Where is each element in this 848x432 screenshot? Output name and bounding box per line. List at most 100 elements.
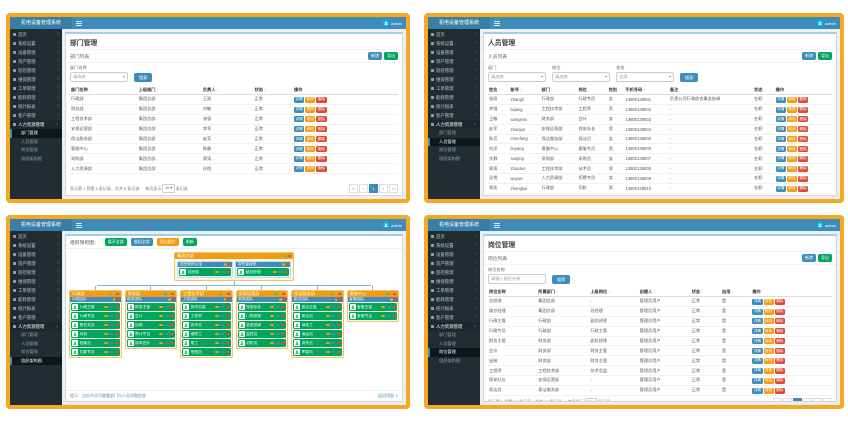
card-edit-button[interactable] <box>325 305 330 309</box>
node-delete-dot[interactable] <box>393 292 396 296</box>
delete-button[interactable]: 删除 <box>774 328 785 335</box>
sidebar-item[interactable]: 能耗管理 ‹ <box>10 93 62 102</box>
node-edit-dot[interactable] <box>279 298 282 301</box>
edit-button[interactable]: 修改 <box>786 96 798 103</box>
card-view-button[interactable] <box>220 305 224 309</box>
node-edit-dot[interactable] <box>334 298 338 301</box>
card-edit-button[interactable] <box>159 305 163 309</box>
sidebar-item[interactable]: 设备管理 ‹ <box>10 250 62 259</box>
column-header[interactable]: 上级岗位 ↕ <box>589 287 639 297</box>
last-page-button[interactable]: » <box>823 397 832 401</box>
column-header[interactable]: 状态 ↕ <box>690 287 722 297</box>
delete-button[interactable]: 删除 <box>798 146 809 153</box>
per-page-select[interactable]: 10 ▾ <box>584 398 598 401</box>
footer-tip-link[interactable]: 点击节点可查看部门与人员详细信息 <box>82 393 146 398</box>
add-button[interactable]: 新增 <box>802 254 816 262</box>
node-edit-dot[interactable] <box>224 263 227 266</box>
view-button[interactable]: 详情 <box>294 96 305 103</box>
sidebar-item[interactable]: 客户管理 ‹ <box>428 111 480 120</box>
card-delete-button[interactable] <box>336 305 341 309</box>
card-delete-button[interactable] <box>170 332 174 336</box>
card-view-button[interactable] <box>275 323 280 327</box>
card-edit-button[interactable] <box>103 323 108 327</box>
person-card[interactable]: 财务主管 <box>126 303 175 311</box>
delete-button[interactable]: 删除 <box>774 357 785 364</box>
person-card[interactable]: 副总经理 <box>237 268 289 276</box>
sidebar-item[interactable]: 客户管理 ‹ <box>10 313 62 322</box>
sidebar-item[interactable]: 首页 ‹ <box>10 232 62 241</box>
column-header[interactable]: 部门名称 ↕ <box>70 85 138 95</box>
username[interactable]: admin <box>825 20 836 26</box>
edit-button[interactable]: 修改 <box>786 136 798 143</box>
view-button[interactable]: 详情 <box>752 387 763 394</box>
sidebar-item[interactable]: 资产管理 ‹ <box>428 259 480 268</box>
card-delete-button[interactable] <box>336 314 341 318</box>
person-card[interactable]: 行政主管 <box>71 303 120 311</box>
node-delete-dot[interactable] <box>288 254 291 258</box>
card-delete-button[interactable] <box>170 323 174 327</box>
sidebar-item[interactable]: 巡检管理 ‹ <box>10 66 62 75</box>
node-info-dot[interactable] <box>275 292 278 296</box>
card-view-button[interactable] <box>109 341 113 345</box>
view-button[interactable]: 详情 <box>775 155 786 162</box>
last-page-button[interactable]: » <box>389 184 398 193</box>
delete-button[interactable]: 删除 <box>774 387 785 394</box>
card-delete-button[interactable] <box>114 305 119 309</box>
sidebar-item[interactable]: 资产管理 ‹ <box>10 57 62 66</box>
sidebar-item[interactable]: 统计报表 ‹ <box>10 304 62 313</box>
edit-button[interactable]: 修改 <box>763 328 774 335</box>
card-view-button[interactable] <box>275 341 280 345</box>
person-card[interactable]: 司机 <box>71 330 120 338</box>
view-button[interactable]: 详情 <box>752 348 763 355</box>
edit-button[interactable]: 修改 <box>786 175 798 182</box>
person-card[interactable]: 后勤专员 <box>71 348 120 356</box>
card-edit-button[interactable] <box>214 341 219 345</box>
sidebar-item[interactable]: 客户管理 ‹ <box>10 111 62 120</box>
card-view-button[interactable] <box>220 350 224 354</box>
node-delete-dot[interactable] <box>393 298 397 301</box>
node-edit-dot[interactable] <box>112 292 115 296</box>
sidebar-item[interactable]: 巡检管理 ‹ <box>428 268 480 277</box>
org-branch-node[interactable]: 财务部 财务团队 财务主管 <box>124 290 177 349</box>
card-edit-button[interactable] <box>270 305 274 309</box>
edit-button[interactable]: 修改 <box>305 96 316 103</box>
sidebar-item[interactable]: 设备管理 ‹ <box>10 48 62 57</box>
sidebar-item[interactable]: 能耗管理 ‹ <box>428 93 480 102</box>
delete-button[interactable]: 删除 <box>316 136 327 143</box>
card-edit-button[interactable] <box>159 341 163 345</box>
card-edit-button[interactable] <box>325 350 330 354</box>
node-delete-dot[interactable] <box>115 292 119 296</box>
person-card[interactable]: 会计 <box>126 312 175 320</box>
person-card[interactable]: 保安队长 <box>237 303 286 311</box>
delete-button[interactable]: 删除 <box>774 377 785 384</box>
sidebar-item-post[interactable]: 岗位管理 <box>21 147 38 152</box>
page-button-active[interactable]: 1 <box>369 184 378 193</box>
sidebar-item[interactable]: 首页 ‹ <box>428 30 480 39</box>
prev-page-button[interactable]: ‹ <box>783 397 792 401</box>
node-delete-dot[interactable] <box>171 292 174 296</box>
node-edit-dot[interactable] <box>112 298 116 301</box>
card-delete-button[interactable] <box>281 305 285 309</box>
card-edit-button[interactable] <box>103 332 108 336</box>
edit-button[interactable]: 修改 <box>763 377 774 384</box>
sidebar-group-hr[interactable]: 人力资源管理 ⌄ <box>428 120 480 129</box>
person-card[interactable]: 保洁主管 <box>293 303 342 311</box>
delete-button[interactable]: 删除 <box>798 185 809 192</box>
first-page-button[interactable]: « <box>349 184 358 193</box>
node-delete-dot[interactable] <box>337 292 341 296</box>
add-button[interactable]: 新增 <box>802 52 816 60</box>
view-button[interactable]: 详情 <box>775 106 786 113</box>
delete-button[interactable]: 删除 <box>316 106 327 113</box>
export-button[interactable]: 导出 <box>818 254 832 262</box>
column-header[interactable]: 岗位 ↕ <box>577 85 608 95</box>
org-branch-node[interactable]: 客服中心 客服团队 客服主管 <box>346 290 399 322</box>
edit-button[interactable]: 修改 <box>305 136 316 143</box>
card-delete-button[interactable] <box>226 270 230 274</box>
view-button[interactable]: 详情 <box>752 298 763 305</box>
card-edit-button[interactable] <box>270 323 274 327</box>
sidebar-item[interactable]: 统计报表 ‹ <box>428 304 480 313</box>
status-select[interactable]: 全部 ▾ <box>616 72 674 82</box>
card-edit-button[interactable] <box>214 332 219 336</box>
card-delete-button[interactable] <box>225 323 230 327</box>
card-delete-button[interactable] <box>336 341 341 345</box>
